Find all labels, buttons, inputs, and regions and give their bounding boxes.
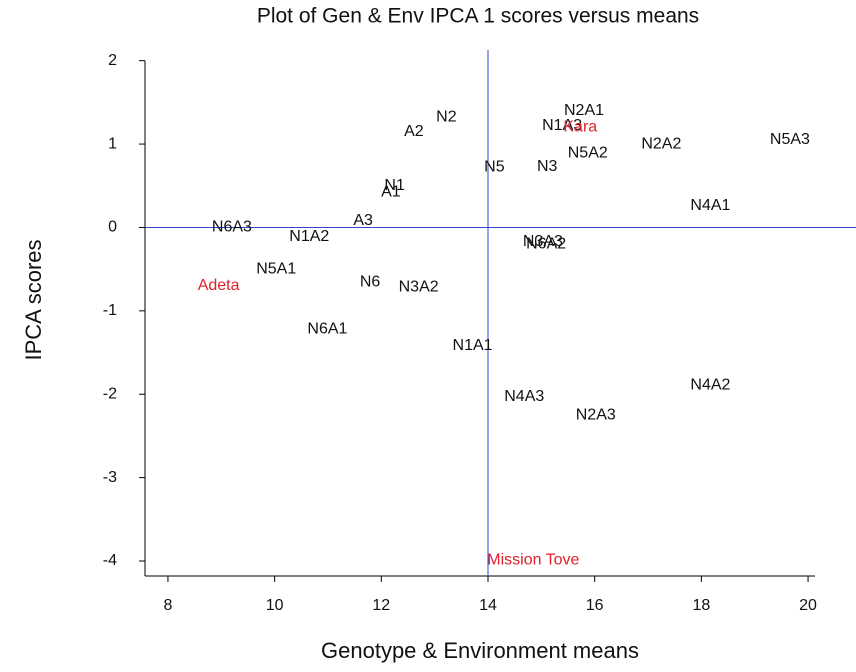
x-tick-label: 10 [266,597,284,614]
point-label: N4A2 [690,376,730,393]
y-tick-label: 0 [108,219,117,236]
point-label: N3A3 [523,233,563,250]
point-label: N1 [384,177,405,194]
x-tick-label: 20 [799,597,817,614]
point-label: Adeta [198,277,240,294]
point-label: N1A3 [542,117,582,134]
point-label: N2 [436,109,457,126]
y-tick-label: -1 [103,302,117,319]
point-label: A2 [404,123,424,140]
point-label: Kara [563,119,597,136]
point-label: N3 [537,158,558,175]
point-label: N3A2 [399,279,439,296]
point-label: A3 [353,212,373,229]
point-label: Mission Tove [487,551,579,568]
point-label: A1 [381,184,401,201]
point-label: N1A1 [453,337,493,354]
point-label: N2A1 [564,102,604,119]
x-tick-label: 18 [692,597,710,614]
point-label: N6A1 [307,320,347,337]
point-label: N5A3 [770,131,810,148]
point-label: N6A3 [212,219,252,236]
point-label: N2A2 [641,135,681,152]
point-label: N6A2 [526,235,566,252]
point-label: N6 [360,274,381,291]
point-label: N4A3 [504,388,544,405]
point-label: N4A1 [690,197,730,214]
y-axis-label: IPCA scores [21,239,46,360]
chart-title: Plot of Gen & Env IPCA 1 scores versus m… [257,5,699,28]
point-label: N5A1 [256,260,296,277]
x-axis-label: Genotype & Environment means [321,638,639,663]
y-tick-label: -2 [103,385,117,402]
point-label: N1A2 [289,228,329,245]
x-tick-label: 16 [586,597,604,614]
x-tick-label: 12 [372,597,390,614]
point-label: N5 [484,159,505,176]
y-tick-label: -4 [103,552,117,569]
y-tick-label: -3 [103,469,117,486]
point-label: N5A2 [568,144,608,161]
x-tick-label: 8 [163,597,172,614]
y-tick-label: 2 [108,52,117,69]
point-label: N2A3 [576,406,616,423]
x-tick-label: 14 [479,597,497,614]
y-tick-label: 1 [108,135,117,152]
